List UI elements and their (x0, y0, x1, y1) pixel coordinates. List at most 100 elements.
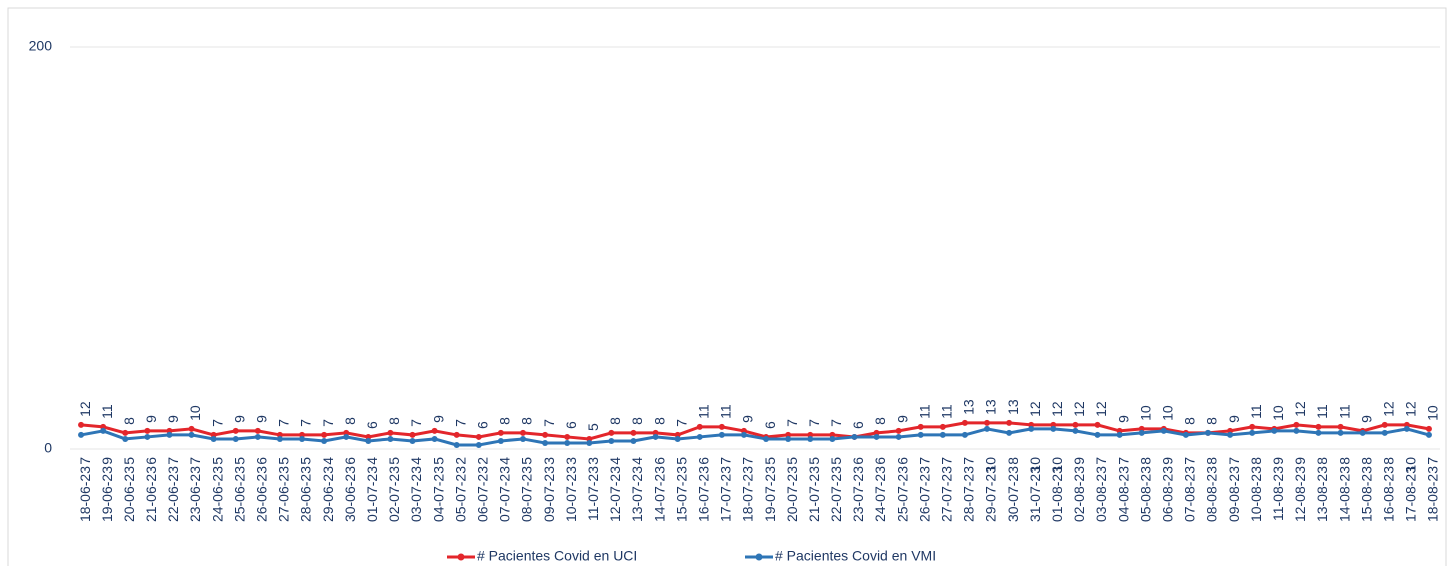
data-label: 2 (452, 457, 468, 465)
marker (431, 435, 438, 442)
data-label: 7 (276, 419, 292, 427)
data-label: 4 (364, 457, 380, 465)
marker (365, 437, 372, 444)
data-label: 5 (762, 457, 778, 465)
data-label: 5 (519, 457, 535, 465)
x-tick-label: 16-07-23 (695, 466, 711, 522)
data-label: 11 (718, 404, 734, 419)
x-tick-label: 19-07-23 (762, 466, 778, 522)
x-tick-label: 04-07-23 (430, 466, 446, 522)
marker (210, 435, 217, 442)
data-label: 12 (1093, 401, 1109, 417)
marker (608, 429, 615, 436)
y-tick-label: 0 (44, 440, 52, 456)
x-tick-label: 25-07-23 (894, 466, 910, 522)
data-label: 9 (1115, 415, 1131, 423)
marker (497, 429, 504, 436)
data-label: 9 (1071, 457, 1087, 465)
data-label: 12 (1071, 401, 1087, 417)
data-label: 12 (1380, 401, 1396, 417)
marker (1006, 419, 1013, 426)
marker (917, 423, 924, 430)
x-tick-label: 08-07-23 (519, 466, 535, 522)
marker (1138, 429, 1145, 436)
marker (763, 435, 770, 442)
marker (1359, 429, 1366, 436)
marker (475, 441, 482, 448)
data-label: 10 (1270, 405, 1286, 421)
data-label: 9 (1159, 457, 1175, 465)
x-tick-label: 07-07-23 (497, 466, 513, 522)
data-label: 10 (1425, 405, 1441, 421)
data-label: 9 (430, 415, 446, 423)
data-label: 4 (629, 457, 645, 465)
data-label: 5 (298, 457, 314, 465)
data-label: 7 (1425, 457, 1441, 465)
x-tick-label: 29-06-23 (320, 466, 336, 522)
data-label: 6 (695, 457, 711, 465)
data-label: 7 (165, 457, 181, 465)
x-tick-label: 15-08-23 (1358, 466, 1374, 522)
data-label: 4 (408, 457, 424, 465)
marker (608, 437, 615, 444)
data-label: 8 (651, 417, 667, 425)
marker (1160, 427, 1167, 434)
x-tick-label: 03-08-23 (1093, 466, 1109, 522)
marker (1381, 421, 1388, 428)
data-label: 12 (1292, 401, 1308, 417)
x-tick-label: 02-07-23 (386, 466, 402, 522)
marker (652, 433, 659, 440)
x-tick-label: 01-07-23 (364, 466, 380, 522)
data-label: 7 (961, 457, 977, 465)
data-label: 9 (231, 415, 247, 423)
marker (166, 431, 173, 438)
data-label: 3 (541, 457, 557, 465)
data-label: 10 (1049, 457, 1065, 473)
marker (851, 433, 858, 440)
x-tick-label: 10-07-23 (563, 466, 579, 522)
marker (696, 433, 703, 440)
x-tick-label: 18-08-23 (1425, 466, 1441, 522)
data-label: 8 (121, 417, 137, 425)
x-tick-label: 01-08-23 (1049, 466, 1065, 522)
marker (1072, 427, 1079, 434)
marker (144, 433, 151, 440)
marker (542, 431, 549, 438)
marker (984, 425, 991, 432)
marker (299, 435, 306, 442)
data-label: 10 (1027, 457, 1043, 473)
data-label: 11 (939, 404, 955, 419)
legend-marker (457, 553, 465, 561)
x-tick-label: 04-08-23 (1115, 466, 1131, 522)
x-tick-label: 27-07-23 (939, 466, 955, 522)
x-tick-label: 24-06-23 (209, 466, 225, 522)
marker (586, 439, 593, 446)
marker (78, 421, 85, 428)
data-label: 4 (497, 457, 513, 465)
x-tick-label: 17-07-23 (718, 466, 734, 522)
data-label: 5 (828, 457, 844, 465)
data-label: 9 (1358, 415, 1374, 423)
x-tick-label: 02-08-23 (1071, 466, 1087, 522)
data-label: 5 (585, 423, 601, 431)
marker (409, 431, 416, 438)
marker (984, 419, 991, 426)
marker (321, 437, 328, 444)
data-label: 5 (430, 457, 446, 465)
marker (961, 419, 968, 426)
x-tick-label: 16-08-23 (1380, 466, 1396, 522)
data-label: 3 (563, 457, 579, 465)
data-label: 6 (342, 457, 358, 465)
chart-border (7, 7, 1447, 566)
marker (873, 433, 880, 440)
marker (740, 431, 747, 438)
x-tick-label: 26-07-23 (916, 466, 932, 522)
data-label: 6 (143, 457, 159, 465)
marker (1381, 429, 1388, 436)
marker (1293, 427, 1300, 434)
marker (542, 439, 549, 446)
x-tick-label: 22-06-23 (165, 466, 181, 522)
data-label: 12 (1049, 401, 1065, 417)
data-label: 6 (254, 457, 270, 465)
marker (100, 427, 107, 434)
